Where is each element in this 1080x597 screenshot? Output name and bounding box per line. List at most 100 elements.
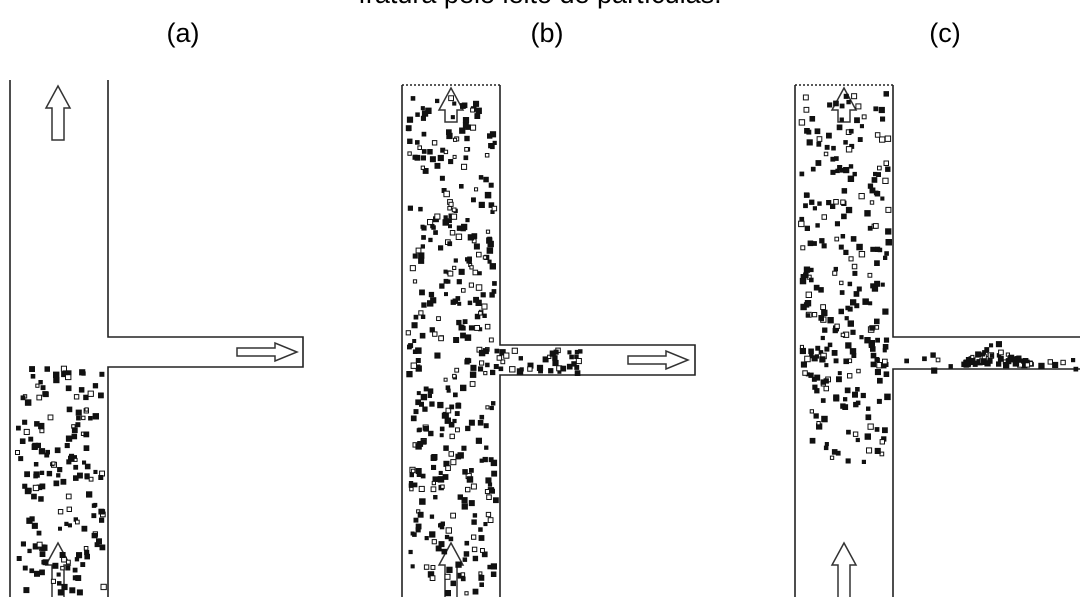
particle (821, 380, 825, 384)
particle (67, 560, 71, 564)
particle (491, 370, 495, 374)
particle (484, 523, 487, 526)
particle (467, 259, 472, 264)
particle (561, 366, 566, 371)
particle (809, 349, 814, 354)
particle (413, 340, 416, 343)
particle (801, 304, 806, 309)
particle (85, 408, 88, 411)
particle (85, 475, 89, 479)
particle (421, 107, 424, 110)
particle (412, 323, 417, 328)
particle (465, 136, 469, 140)
particle (445, 293, 448, 296)
particle (84, 446, 89, 451)
particle (431, 225, 434, 228)
particle (423, 407, 427, 411)
particle (885, 394, 891, 400)
particle (837, 377, 842, 382)
particle (881, 197, 884, 200)
particle (492, 206, 497, 211)
particle (874, 191, 878, 195)
particle (885, 136, 890, 141)
particle (849, 257, 853, 261)
particle (493, 282, 497, 286)
particle (803, 371, 808, 376)
particle (432, 540, 436, 544)
particle (477, 252, 482, 257)
particle (835, 237, 839, 241)
particle (809, 373, 813, 377)
particle (429, 292, 433, 296)
particle (424, 427, 429, 432)
particle (877, 399, 881, 403)
particle (33, 485, 38, 490)
particle (857, 287, 861, 291)
arrow-up (832, 543, 856, 597)
particle (851, 237, 856, 242)
particle (77, 553, 82, 558)
particle (101, 584, 106, 589)
particle (80, 370, 85, 375)
particle (417, 473, 421, 477)
particle (450, 231, 455, 236)
particle (92, 504, 96, 508)
particle (23, 566, 27, 570)
particle (486, 363, 490, 367)
particle (421, 156, 425, 160)
particle (830, 456, 833, 459)
particle (1039, 363, 1044, 368)
particle (852, 94, 857, 99)
particle (862, 460, 865, 463)
particle (28, 549, 31, 552)
particle (463, 320, 467, 324)
particle (93, 384, 97, 388)
particle (429, 238, 432, 241)
particle (432, 141, 436, 145)
particle (449, 452, 454, 457)
particle (813, 242, 817, 246)
particle (59, 527, 62, 530)
particle (421, 394, 426, 399)
particle (414, 315, 418, 319)
particle (456, 297, 460, 301)
particle (454, 338, 459, 343)
particle (470, 382, 475, 387)
particle (876, 338, 880, 342)
particle (420, 402, 424, 406)
particle (54, 377, 59, 382)
particle (430, 328, 434, 332)
particle (834, 267, 837, 270)
particle (449, 422, 454, 427)
particle (416, 141, 420, 145)
particle (453, 266, 456, 269)
particle (471, 125, 476, 130)
particle (813, 207, 816, 210)
particle (413, 280, 416, 283)
particle (868, 424, 873, 429)
particle (448, 206, 452, 210)
particle (832, 146, 836, 150)
particle (488, 565, 492, 569)
particle (440, 434, 443, 437)
particle (418, 512, 423, 517)
particle (20, 439, 25, 444)
particle (461, 326, 465, 330)
particle (433, 477, 438, 482)
particle (463, 470, 468, 475)
particle (848, 282, 852, 286)
particle (77, 416, 81, 420)
particle (878, 166, 882, 170)
particle (488, 241, 493, 246)
particle (16, 451, 20, 455)
particle (451, 214, 456, 219)
particle (40, 570, 45, 575)
particle (27, 518, 32, 523)
particle (843, 405, 848, 410)
particle (472, 198, 476, 202)
particle (421, 315, 424, 318)
particle (510, 367, 515, 372)
particle (489, 183, 493, 187)
particle (424, 387, 428, 391)
particle (834, 200, 839, 205)
